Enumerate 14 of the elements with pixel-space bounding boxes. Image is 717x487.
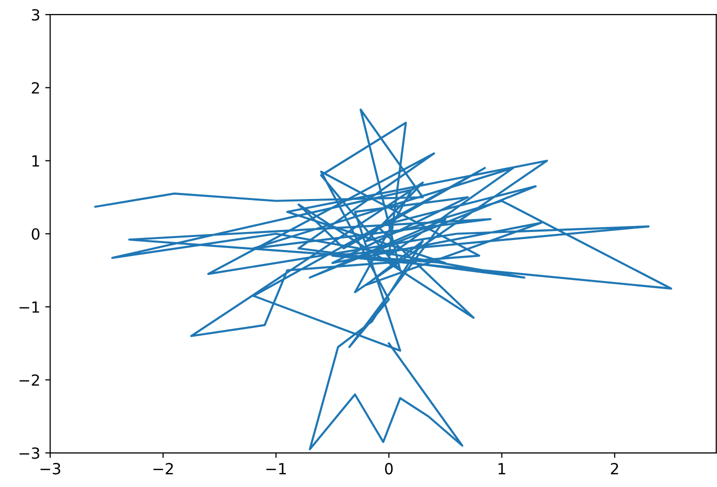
x-tick-label: 2 <box>610 462 618 474</box>
y-tick-label: −1 <box>20 301 40 313</box>
y-tick-label: −3 <box>20 447 40 459</box>
line-series <box>94 108 672 450</box>
y-tick-label: 1 <box>32 155 40 167</box>
x-tick-label: −2 <box>153 462 173 474</box>
y-tick-label: 3 <box>32 9 40 21</box>
x-tick-label: −1 <box>266 463 286 474</box>
x-tick-label: 0 <box>385 462 393 474</box>
x-tick-label: −3 <box>40 462 60 474</box>
y-tick-label: 0 <box>32 228 40 240</box>
y-tick-label: −2 <box>20 374 39 386</box>
x-tick-label: 1 <box>498 463 506 474</box>
y-tick-label: 2 <box>32 82 39 94</box>
